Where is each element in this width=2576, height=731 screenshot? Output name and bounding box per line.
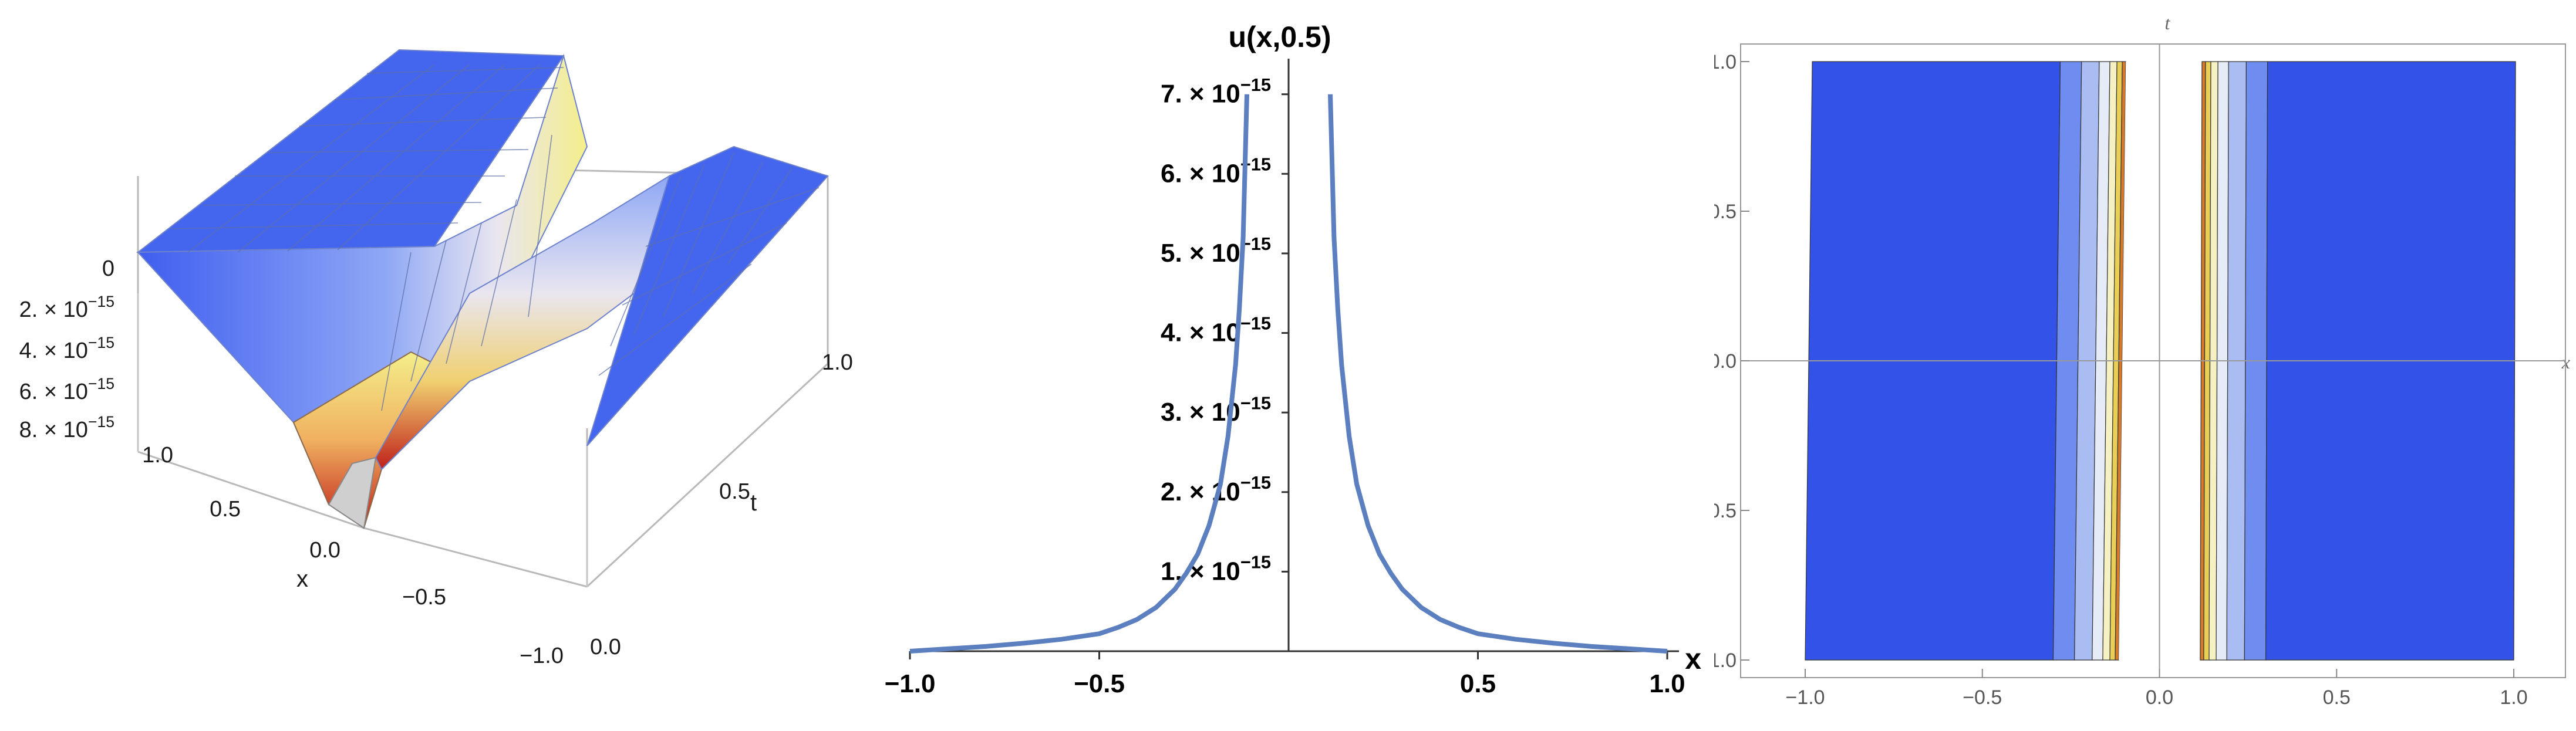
x-tick-label: 0.5 [1460,669,1496,698]
y-tick-label: 6. × 10−15 [1161,154,1271,188]
x-tick: −1.0 [520,644,564,668]
z-tick: 4. × 10−15 [19,334,114,363]
t-tick: 0.5 [719,479,750,504]
y-tick-label: 4. × 10−15 [1161,313,1271,347]
x-axis-label: x [296,566,308,592]
y-tick-label: 5. × 10−15 [1161,233,1271,268]
line-series-right [1328,94,1668,654]
z-tick: 6. × 10−15 [19,375,114,404]
y-tick-label: 1.0 [1714,51,1737,73]
surface-mesh [170,64,820,411]
y-tick-label: −1.0 [1714,649,1737,672]
y-tick-label: 0.0 [1714,350,1737,373]
surface-plot: 0 2. × 10−15 4. × 10−15 6. × 10−15 8. × 10−1… [19,49,853,668]
z-axis-ticks: 0 2. × 10−15 4. × 10−15 6. × 10−15 8. × 10−1… [19,256,114,442]
surface-box-front [137,293,588,587]
x-tick-label: 0.0 [2146,686,2173,709]
line-series [909,94,1668,654]
x-tick-label: 0.5 [2323,686,2351,709]
x-axis-ticks: 1.0 0.5 0.0 −0.5 −1.0 [142,443,564,668]
x-tick: −0.5 [402,585,446,610]
y-tick-label: 0.5 [1714,201,1737,223]
x-tick: 0.5 [210,497,241,522]
y-tick-label: 2. × 10−15 [1161,472,1271,506]
plot-title: u(x,0.5) [1228,21,1331,53]
x-axis-label: x [1685,642,1701,675]
x-tick: 1.0 [142,443,173,468]
t-axis-label: t [750,490,757,516]
surface-plot-panel: 0 2. × 10−15 4. × 10−15 6. × 10−15 8. × 10−1… [0,0,869,731]
x-tick-label: −0.5 [1074,669,1125,698]
t-axis-label: t [2165,12,2171,33]
x-axis-ticks: −1.0 −0.5 0.5 1.0 [885,651,1685,698]
y-tick-label: 1. × 10−15 [1161,552,1271,586]
x-tick: 0.0 [309,538,340,563]
contour-plot-panel: t x −1.0−0.50.00.51.0−1.0−0.50.00.51.0 [1714,0,2576,731]
x-tick-label: −1.0 [885,669,936,698]
contour-ticks: −1.0 −0.5 0.0 0.5 1.0 −1.0 −0.5 0.0 0.5 1.0 [1714,51,2528,709]
y-tick-label: 3. × 10−15 [1161,392,1271,427]
y-tick-label: 7. × 10−15 [1161,75,1271,109]
line-series-left [909,94,1249,654]
line-plot: u(x,0.5) 1. × 10−15 2. × 10−15 3. × 10−15 4… [885,21,1702,698]
x-tick-label: −1.0 [1785,686,1825,709]
line-plot-axes [910,59,1679,652]
x-tick-label: −0.5 [1963,686,2002,709]
t-tick: 0.0 [590,635,621,659]
z-tick: 2. × 10−15 [19,293,114,322]
line-plot-panel: u(x,0.5) 1. × 10−15 2. × 10−15 3. × 10−15 4… [869,0,1714,731]
surface-sheets [136,49,829,529]
y-axis-ticks: 1. × 10−15 2. × 10−15 3. × 10−15 4. × 10−15… [1161,75,1289,586]
contour-plot: t x −1.0−0.50.00.51.0−1.0−0.50.00.51.0 [1714,12,2570,709]
x-tick-label: 1.0 [2500,686,2527,709]
y-tick-label: −0.5 [1714,500,1737,522]
t-tick: 1.0 [822,350,853,375]
t-axis-ticks: 0.0 0.5 1.0 [590,350,853,659]
x-tick-label: 1.0 [1649,669,1685,698]
z-tick: 0 [102,256,114,281]
z-tick: 8. × 10−15 [19,413,114,442]
